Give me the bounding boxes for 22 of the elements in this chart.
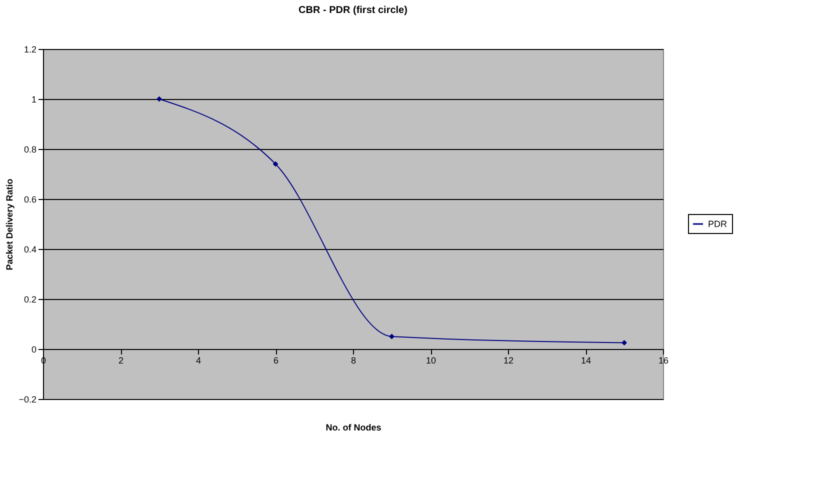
chart-title: CBR - PDR (first circle) [298,5,408,16]
y-tick-label: 0.4 [24,244,36,254]
y-tick-label: 1.2 [24,44,36,54]
y-tick-label: −0.2 [18,394,36,404]
x-tick-label: 10 [426,356,436,366]
y-axis-title: Packet Delivery Ratio [4,178,15,270]
point [622,340,627,346]
x-tick-label: 8 [350,356,356,366]
x-axis-title: No. of Nodes [326,422,382,432]
x-tick-label: 14 [580,356,592,366]
x-tick-label: 12 [503,356,514,366]
point [272,161,278,167]
legend-label: PDR [708,219,728,229]
y-tick-label: 1 [31,94,36,104]
y-tick-label: 0 [31,344,36,354]
y-tick-label: 0.6 [24,194,36,204]
y-tick-label: 0.2 [24,294,36,304]
y-tick-label: 0.8 [24,144,36,154]
x-tick-label: 16 [658,356,669,366]
x-tick-label: 4 [196,356,202,366]
x-tick-label: 6 [273,356,279,366]
x-tick-label: 2 [118,356,124,366]
